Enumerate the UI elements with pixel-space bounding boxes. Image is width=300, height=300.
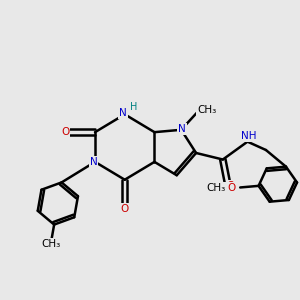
Text: CH₃: CH₃ — [206, 183, 226, 193]
Text: NH: NH — [241, 131, 257, 141]
Text: H: H — [130, 102, 137, 112]
Text: N: N — [178, 124, 186, 134]
Text: N: N — [119, 108, 127, 118]
Text: O: O — [121, 204, 129, 214]
Text: O: O — [228, 183, 236, 193]
Text: N: N — [90, 157, 98, 167]
Text: O: O — [61, 127, 69, 137]
Text: O: O — [227, 181, 235, 191]
Text: CH₃: CH₃ — [197, 106, 217, 116]
Text: CH₃: CH₃ — [42, 239, 61, 249]
